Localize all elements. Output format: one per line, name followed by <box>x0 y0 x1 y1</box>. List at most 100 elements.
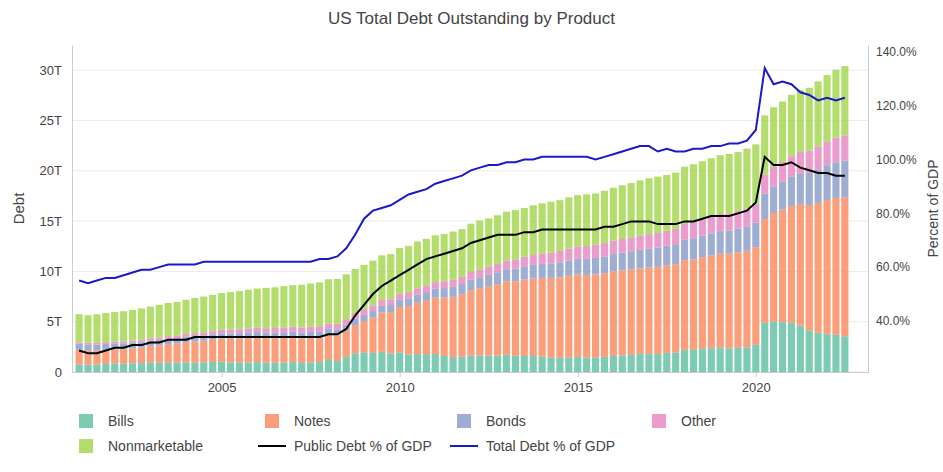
bar <box>530 279 537 356</box>
bar <box>841 66 848 135</box>
bar <box>174 344 181 363</box>
tick-label: 60.0% <box>876 260 910 274</box>
bar <box>645 234 652 248</box>
bar <box>84 365 91 372</box>
bar <box>530 205 537 255</box>
bar <box>254 289 261 328</box>
tick: 10T <box>40 264 72 279</box>
bar <box>806 331 813 372</box>
bar <box>521 356 528 372</box>
bar <box>752 247 759 345</box>
bar <box>396 300 403 307</box>
tick-label: 30T <box>40 63 62 78</box>
bar <box>458 277 465 284</box>
bar <box>610 356 617 372</box>
bar <box>298 285 305 328</box>
bar <box>432 298 439 354</box>
tick: 2010 <box>386 372 415 395</box>
tick-label: 25T <box>40 113 62 128</box>
bar <box>797 90 804 152</box>
legend-entry: Other <box>652 413 716 429</box>
bar <box>690 350 697 372</box>
bar <box>681 167 688 224</box>
bar <box>298 328 305 333</box>
bar <box>209 331 216 334</box>
bar <box>663 231 670 246</box>
bar <box>823 165 830 200</box>
bar <box>672 264 679 352</box>
bar <box>734 152 741 211</box>
bar <box>592 274 599 357</box>
bar <box>761 193 768 219</box>
bar <box>209 362 216 372</box>
bar <box>441 288 448 297</box>
bar <box>93 345 100 351</box>
tick-label: 140.0% <box>876 45 917 59</box>
bar <box>334 324 341 329</box>
bar <box>387 254 394 299</box>
bar <box>726 254 733 349</box>
bar <box>129 348 136 363</box>
bar <box>556 358 563 372</box>
bar <box>485 218 492 266</box>
bar <box>583 357 590 372</box>
bar <box>441 234 448 281</box>
bar <box>503 261 510 270</box>
bar <box>717 254 724 348</box>
bar <box>307 327 314 332</box>
bar <box>432 282 439 289</box>
bar <box>182 342 189 362</box>
bar <box>218 293 225 330</box>
bar <box>672 173 679 229</box>
bar <box>432 354 439 372</box>
bar <box>574 259 581 275</box>
bar <box>583 259 590 275</box>
bar <box>360 352 367 372</box>
bar <box>539 356 546 372</box>
bar <box>254 328 261 332</box>
bar <box>289 285 296 327</box>
bar <box>76 364 83 372</box>
bar <box>539 264 546 278</box>
bar <box>360 315 367 321</box>
grid-line <box>72 120 868 121</box>
bar <box>467 356 474 372</box>
bar <box>147 363 154 372</box>
bar <box>271 287 278 328</box>
bar <box>788 156 795 177</box>
bar <box>717 347 724 372</box>
bar <box>334 361 341 372</box>
bar <box>369 318 376 353</box>
bar <box>681 224 688 240</box>
bar <box>663 246 670 266</box>
bar <box>583 246 590 259</box>
bar <box>236 338 243 362</box>
tick-mark <box>578 372 579 377</box>
bar <box>191 363 198 372</box>
bar <box>165 344 172 363</box>
background <box>0 0 943 472</box>
bar <box>823 200 830 334</box>
bar <box>236 329 243 333</box>
bar <box>316 362 323 372</box>
bar <box>360 321 367 352</box>
tick-mark <box>400 372 401 377</box>
bar <box>182 334 189 337</box>
tick-label: 10T <box>40 264 62 279</box>
bar <box>628 269 635 355</box>
bar <box>734 229 741 253</box>
bar <box>423 354 430 372</box>
bar <box>467 290 474 355</box>
bar <box>726 231 733 254</box>
bar <box>583 194 590 246</box>
bar <box>743 227 750 251</box>
bar <box>556 200 563 251</box>
legend-entry: Public Debt % of GDP <box>258 438 432 454</box>
tick: 5T <box>47 314 72 329</box>
bar <box>717 231 724 254</box>
bar <box>467 224 474 272</box>
bar <box>832 335 839 372</box>
bar <box>378 306 385 313</box>
y-axis-title: Debt <box>10 192 27 225</box>
bar <box>521 279 528 355</box>
